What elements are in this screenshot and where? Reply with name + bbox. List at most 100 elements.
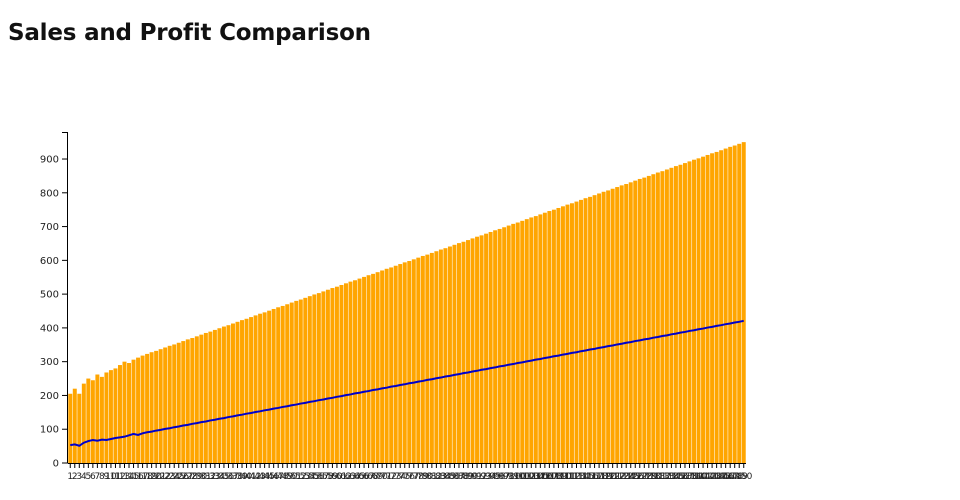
sales-bar xyxy=(628,182,633,463)
sales-bar xyxy=(262,312,267,463)
sales-bar xyxy=(551,209,556,463)
x-tick-label: 8 xyxy=(99,472,105,482)
x-tick-label: 60 xyxy=(331,472,343,482)
x-tick-label: 140 xyxy=(690,472,707,482)
sales-bar xyxy=(705,154,710,463)
sales-bar xyxy=(271,308,276,463)
sales-bar xyxy=(122,361,127,463)
sales-bar xyxy=(597,193,602,463)
x-tick-label: 68 xyxy=(367,472,379,482)
sales-bar xyxy=(357,278,362,463)
x-tick-label: 78 xyxy=(413,472,425,482)
x-tick-label: 58 xyxy=(322,472,334,482)
sales-bar xyxy=(140,355,145,463)
y-tick-label: 800 xyxy=(40,188,59,199)
x-tick-label: 103 xyxy=(523,472,540,482)
sales-bar xyxy=(741,142,746,463)
sales-bar xyxy=(81,383,86,463)
x-tick-label: 45 xyxy=(263,472,274,482)
x-tick-label: 106 xyxy=(536,472,553,482)
sales-bar xyxy=(547,211,552,463)
x-tick-label: 93 xyxy=(480,472,491,482)
x-tick-label: 107 xyxy=(541,472,558,482)
sales-bar xyxy=(362,276,367,463)
x-tick-label: 18 xyxy=(141,472,153,482)
x-tick-label: 146 xyxy=(717,472,734,482)
sales-bar xyxy=(506,225,511,463)
x-tick-label: 24 xyxy=(168,472,180,482)
sales-bar xyxy=(339,285,344,463)
x-tick-label: 97 xyxy=(498,472,509,482)
x-tick-label: 126 xyxy=(627,472,644,482)
x-tick-label: 34 xyxy=(214,472,226,482)
sales-bar xyxy=(502,227,507,463)
sales-bar xyxy=(221,326,226,463)
x-tick-label: 73 xyxy=(390,472,401,482)
x-tick-label: 56 xyxy=(313,472,325,482)
x-tick-label: 54 xyxy=(304,472,316,482)
sales-bar xyxy=(117,365,122,463)
sales-bar xyxy=(664,169,669,464)
sales-bar xyxy=(136,357,141,463)
sales-bar xyxy=(226,325,231,463)
x-tick-label: 55 xyxy=(309,472,320,482)
sales-bar xyxy=(185,339,190,463)
x-tick-label: 127 xyxy=(631,472,648,482)
sales-bar xyxy=(235,321,240,463)
x-tick-label: 139 xyxy=(685,472,702,482)
x-tick-label: 115 xyxy=(577,472,594,482)
x-tick-label: 94 xyxy=(485,472,497,482)
x-tick-label: 75 xyxy=(399,472,410,482)
sales-bar xyxy=(384,268,389,463)
sales-bar xyxy=(452,244,457,463)
sales-bar xyxy=(438,249,443,463)
sales-bar xyxy=(651,174,656,463)
x-tick-label: 43 xyxy=(254,472,265,482)
x-tick-label: 148 xyxy=(726,472,743,482)
sales-bar xyxy=(90,380,95,463)
sales-bar xyxy=(77,393,82,463)
sales-bar xyxy=(334,286,339,463)
x-tick-label: 84 xyxy=(440,472,452,482)
sales-bar xyxy=(542,212,547,463)
x-tick-label: 113 xyxy=(568,472,585,482)
sales-bar xyxy=(86,378,91,463)
sales-bar xyxy=(420,255,425,463)
sales-bar xyxy=(127,363,132,463)
sales-bar xyxy=(321,291,326,463)
x-tick-label: 67 xyxy=(363,472,374,482)
sales-bar xyxy=(353,280,358,463)
x-tick-label: 108 xyxy=(545,472,562,482)
sales-bar xyxy=(637,178,642,463)
x-tick-label: 41 xyxy=(245,472,256,482)
sales-bar xyxy=(692,159,697,463)
sales-bar xyxy=(108,370,113,463)
x-tick-label: 117 xyxy=(586,472,603,482)
x-tick-label: 129 xyxy=(640,472,657,482)
x-tick-label: 36 xyxy=(223,472,235,482)
sales-bar xyxy=(393,265,398,463)
x-tick-label: 144 xyxy=(708,472,725,482)
x-tick-label: 99 xyxy=(507,472,519,482)
sales-bar xyxy=(592,195,597,463)
sales-bar xyxy=(538,214,543,463)
sales-bar xyxy=(203,332,208,463)
x-tick-label: 39 xyxy=(236,472,248,482)
x-tick-label: 83 xyxy=(435,472,446,482)
sales-bar xyxy=(348,281,353,463)
x-tick-label: 12 xyxy=(114,472,125,482)
sales-bar xyxy=(515,222,520,463)
x-tick-label: 71 xyxy=(381,472,392,482)
sales-bar xyxy=(267,310,272,463)
sales-bar xyxy=(696,158,701,463)
x-tick-label: 64 xyxy=(349,472,361,482)
x-tick-label: 133 xyxy=(658,472,675,482)
x-tick-label: 147 xyxy=(722,472,739,482)
x-tick-label: 136 xyxy=(672,472,689,482)
sales-bar xyxy=(624,184,629,463)
x-tick-label: 30 xyxy=(196,472,208,482)
sales-bar xyxy=(588,196,593,463)
sales-bar xyxy=(583,198,588,463)
sales-bar xyxy=(276,307,281,463)
sales-bar xyxy=(113,368,118,463)
